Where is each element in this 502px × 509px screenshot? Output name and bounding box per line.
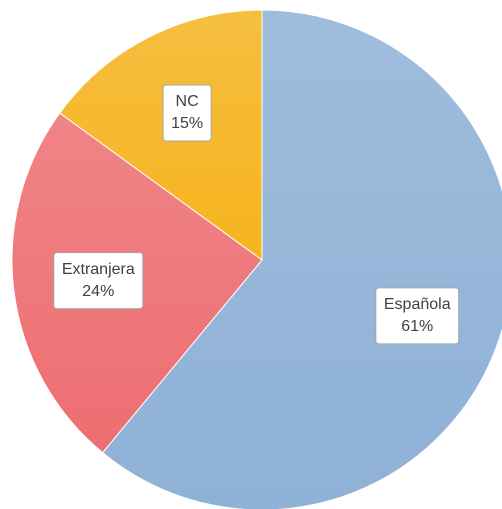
pie-slice xyxy=(101,9,502,509)
label-value: 15% xyxy=(171,115,203,132)
label-value: 61% xyxy=(401,318,433,335)
label-name: NC xyxy=(176,93,199,110)
label-name: Extranjera xyxy=(62,261,135,278)
label-name: Española xyxy=(384,296,451,313)
pie-slice xyxy=(59,9,263,261)
label-box xyxy=(53,252,144,310)
label-box xyxy=(375,287,460,345)
label-value: 24% xyxy=(82,283,114,300)
label-box xyxy=(162,84,212,142)
